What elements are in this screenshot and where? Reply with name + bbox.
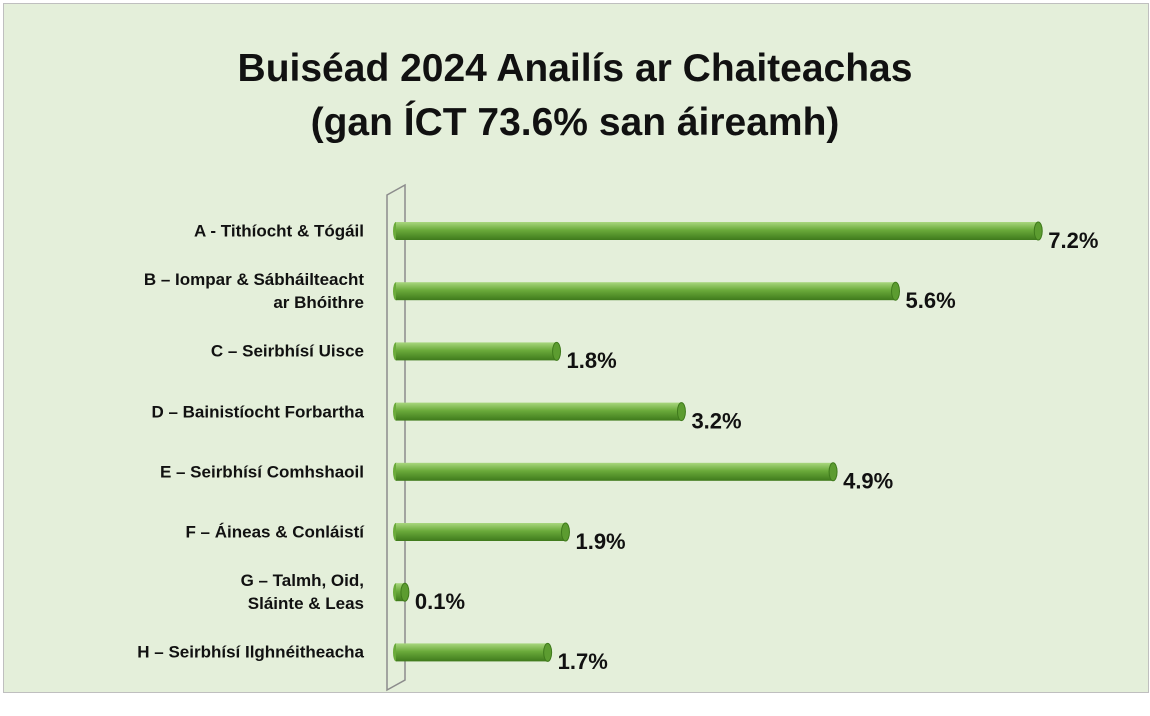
value-label: 7.2%: [1048, 228, 1098, 253]
bar: [396, 643, 548, 662]
value-label: 3.2%: [691, 408, 741, 433]
bar-cap: [891, 281, 901, 301]
bar: [396, 282, 896, 301]
category-label: C – Seirbhísí Uisce: [210, 341, 364, 361]
bar: [396, 462, 834, 481]
bar-cap: [560, 522, 570, 542]
axis-wall: [386, 183, 406, 692]
category-label: A - Tithíocht & Tógáil: [194, 221, 364, 241]
bar: [396, 523, 566, 541]
bar: [396, 342, 557, 361]
category-label: D – Bainistíocht Forbartha: [151, 402, 364, 422]
value-label: 0.1%: [415, 589, 465, 614]
category-label: H – Seirbhísí Ilghnéitheacha: [137, 642, 364, 662]
bar: [396, 402, 682, 421]
category-label: E – Seirbhísí Comhshaoil: [159, 462, 364, 482]
value-label: 4.9%: [843, 469, 893, 494]
bar-cap: [1033, 221, 1043, 241]
value-label: 1.7%: [558, 649, 608, 674]
chart-area: [3, 3, 1149, 693]
category-label: F – Áineas & Conláistí: [185, 522, 364, 542]
bar-cap: [676, 402, 686, 422]
bar: [396, 222, 1039, 240]
bar-cap: [828, 462, 838, 482]
value-label: 1.9%: [575, 529, 625, 554]
bar-cap: [400, 582, 410, 602]
category-label: G – Talmh, Oid, Sláinte & Leas: [240, 571, 364, 614]
chart-title: Buiséad 2024 Anailís ar Chaiteachas (gan…: [237, 47, 913, 144]
bar-cap: [552, 341, 562, 361]
value-label: 5.6%: [906, 288, 956, 313]
bar-cap: [543, 642, 553, 662]
category-label: B – Iompar & Sábháilteacht ar Bhóithre: [143, 270, 364, 313]
value-label: 1.8%: [567, 348, 617, 373]
